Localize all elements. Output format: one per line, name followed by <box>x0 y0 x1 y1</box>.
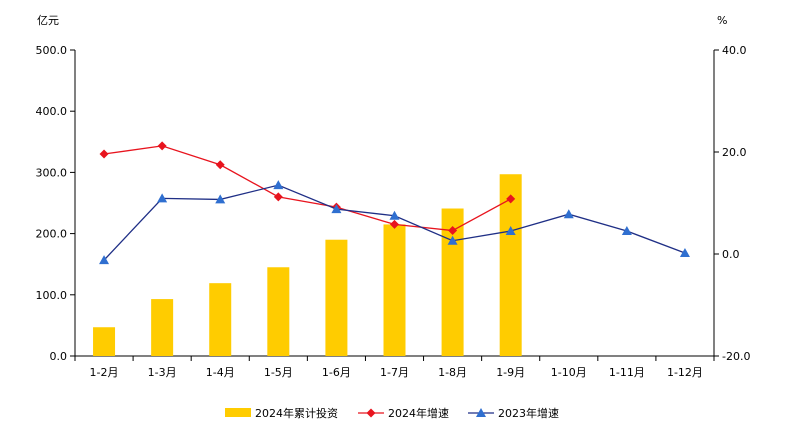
line-point <box>99 149 109 159</box>
right-axis-ticks: -20.0 0.0 20.0 40.0 <box>714 44 750 363</box>
right-tick-label: -20.0 <box>722 350 750 363</box>
legend: 2024年累计投资 2024年增速 2023年增速 <box>225 406 559 420</box>
bar <box>325 239 348 356</box>
x-tick-label: 1-7月 <box>380 366 409 379</box>
bar <box>93 327 116 356</box>
line-point <box>157 141 167 151</box>
left-tick-label: 0.0 <box>50 350 68 363</box>
line-point <box>366 408 376 418</box>
left-tick-label: 300.0 <box>36 166 68 179</box>
x-tick-label: 1-3月 <box>148 366 177 379</box>
line-point <box>99 255 110 265</box>
line-point <box>215 160 225 170</box>
legend-swatch <box>225 408 251 417</box>
x-axis-ticks: 1-2月 1-3月 1-4月 1-5月 1-6月 1-7月 1-8月 1-9月 1-10月 1-1… <box>74 356 715 379</box>
x-tick-label: 1-2月 <box>90 366 119 379</box>
legend-label: 2024年累计投资 <box>255 406 338 420</box>
line-point <box>447 235 458 245</box>
right-tick-label: 40.0 <box>722 44 747 57</box>
left-tick-label: 100.0 <box>36 289 68 302</box>
x-tick-label: 1-6月 <box>322 366 351 379</box>
bar <box>267 267 290 356</box>
line-path <box>103 145 511 232</box>
x-tick-label: 1-12月 <box>667 366 703 379</box>
legend-label: 2023年增速 <box>498 406 559 420</box>
line-point <box>476 408 486 417</box>
left-tick-label: 500.0 <box>36 44 68 57</box>
x-tick-label: 1-10月 <box>551 366 587 379</box>
line-point <box>157 193 168 203</box>
line-point <box>215 194 226 204</box>
x-tick-label: 1-8月 <box>438 366 467 379</box>
x-tick-label: 1-11月 <box>609 366 645 379</box>
bar <box>499 174 522 356</box>
legend-item: 2023年增速 <box>468 406 559 420</box>
line-series <box>99 141 690 265</box>
left-axis-unit: 亿元 <box>37 14 59 27</box>
line-point <box>505 226 516 236</box>
line-point <box>679 247 690 257</box>
legend-item: 2024年增速 <box>358 406 449 420</box>
line-point <box>621 226 632 236</box>
line-point <box>273 192 283 202</box>
left-axis-ticks: 0.0 100.0 200.0 300.0 400.0 500.0 <box>36 44 75 363</box>
line-point <box>389 210 400 220</box>
bar-series <box>93 174 522 356</box>
bar <box>151 299 174 356</box>
legend-item: 2024年累计投资 <box>225 406 338 420</box>
left-tick-label: 400.0 <box>36 105 68 118</box>
right-tick-label: 0.0 <box>722 248 740 261</box>
line-point <box>448 226 458 236</box>
bar <box>441 208 464 356</box>
left-tick-label: 200.0 <box>36 228 68 241</box>
x-tick-label: 1-5月 <box>264 366 293 379</box>
line-point <box>506 194 516 204</box>
line-point <box>390 219 399 229</box>
line-point <box>273 180 284 190</box>
legend-label: 2024年增速 <box>388 406 449 420</box>
bar <box>383 224 406 356</box>
right-axis-unit: % <box>717 14 727 27</box>
x-tick-label: 1-9月 <box>496 366 525 379</box>
x-tick-label: 1-4月 <box>206 366 235 379</box>
bar <box>209 283 232 356</box>
line-point <box>563 209 574 219</box>
line-point <box>331 204 342 214</box>
right-tick-label: 20.0 <box>722 146 747 159</box>
